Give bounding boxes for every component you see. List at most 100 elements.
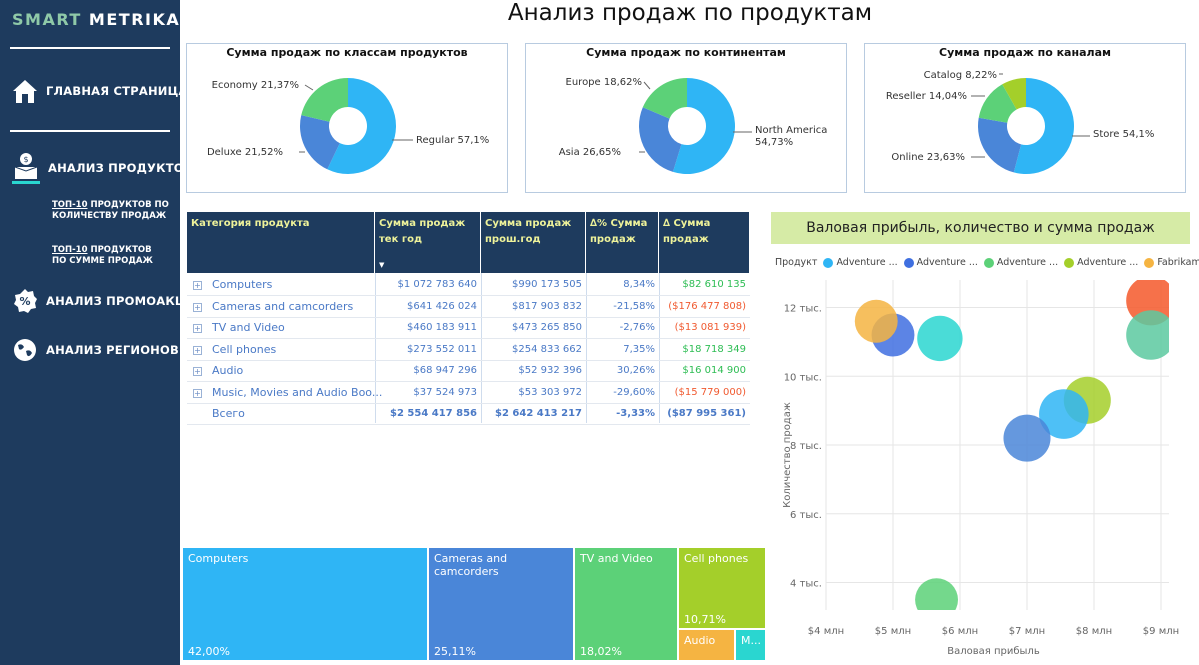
x-tick-label: $5 млн [875,626,911,637]
slice-label: Asia 26,65% [559,147,621,158]
nav-promo[interactable]: % АНАЛИЗ ПРОМОАКЦИЙ [12,288,205,314]
slice-label: Europe 18,62% [566,77,642,88]
slice-label: Deluxe 21,52% [207,147,283,158]
legend-item[interactable]: Adventure ... [983,257,1059,268]
column-divider [586,273,587,423]
table-cell: Всего [212,407,245,420]
table-cell: $68 947 296 [413,365,477,376]
table-total-row[interactable]: Всего $2 554 417 856 $2 642 413 217 -3,33% (… [187,404,750,425]
slice-label: 54,73% [755,137,793,148]
table-row[interactable]: + Cameras and camcorders $641 426 024 $817 … [187,297,750,318]
nav-top10-sum[interactable]: ТОП-10 ПРОДУКТОВ ПО СУММЕ ПРОДАЖ [52,245,153,266]
x-tick-label: $9 млн [1143,626,1179,637]
legend-label: Adventure ... [996,257,1059,268]
legend-dot [1064,257,1075,268]
donut-slice[interactable] [300,115,340,170]
donut-slice[interactable] [978,117,1022,173]
treemap-tile[interactable]: Cameras and camcorders 25,11% [429,548,573,660]
table-cell: $273 552 011 [407,343,477,355]
donut-slice[interactable] [1002,78,1026,110]
tile-label: Cameras and camcorders [434,552,508,578]
legend-item[interactable]: Adventure ... [1064,257,1138,268]
nav-regions[interactable]: АНАЛИЗ РЕГИОНОВ [12,337,179,363]
donut-slice[interactable] [642,78,687,119]
bubble[interactable] [1039,389,1089,439]
expand-icon[interactable]: + [193,345,202,355]
slice-label: North America [755,125,827,136]
treemap-tile[interactable]: TV and Video 18,02% [575,548,677,660]
table-row[interactable]: + Audio $68 947 296 $52 932 396 30,26% $16 01… [187,361,750,382]
table-header[interactable]: ∆ Сумма продаж [659,212,750,273]
donut-slice[interactable] [639,107,682,172]
legend-item[interactable]: Adventure ... [903,257,978,268]
table-row[interactable]: + Music, Movies and Audio Boo... $37 524 9… [187,383,750,404]
table-row[interactable]: + Computers $1 072 783 640 $990 173 505 8,34… [187,275,750,296]
table-header[interactable]: Категория продукта [187,212,375,273]
legend-dot [1144,257,1155,268]
table-header[interactable]: ∆% Сумма продаж [586,212,659,273]
x-tick-label: $4 млн [808,626,844,637]
expand-icon[interactable]: + [193,324,202,333]
table-cell: -2,76% [619,322,655,333]
nav-home[interactable]: ГЛАВНАЯ СТРАНИЦА [12,78,188,104]
table-cell: $53 303 972 [518,386,582,398]
table-header[interactable]: Сумма продаж прош.год [481,212,586,273]
table-cell: 30,26% [616,365,655,376]
sidebar: SMART METRIKA ГЛАВНАЯ СТРАНИЦА $ АНАЛИЗ … [0,0,205,665]
column-divider [659,273,660,423]
table-cell: Cell phones [212,342,277,356]
x-axis-label: Валовая прибыль [947,646,1040,657]
tile-label: Computers [188,552,249,565]
slice-label: Online 23,63% [891,152,965,163]
legend-title: Продукт [775,257,818,268]
legend-label: Fabrikam L... [1157,257,1199,268]
table-cell: ($15 779 000) [674,386,746,398]
bubble[interactable] [1126,310,1176,360]
expand-icon[interactable]: + [193,302,202,312]
legend-dot [983,257,994,268]
nav-top10-quantity[interactable]: ТОП-10 ПРОДУКТОВ ПО КОЛИЧЕСТВУ ПРОДАЖ [52,200,169,221]
legend-label: Adventure ... [916,257,978,268]
table-cell: $460 183 911 [407,322,477,333]
svg-text:%: % [19,295,30,308]
legend-dot [903,257,914,268]
y-tick-label: 8 тыс. [790,441,822,452]
table-row[interactable]: + TV and Video $460 183 911 $473 265 850 -2,… [187,318,750,339]
slice-label: Store 54,1% [1093,129,1154,140]
table-row[interactable]: + Cell phones $273 552 011 $254 833 662 7,35… [187,340,750,361]
tile-label: TV and Video [580,552,653,565]
legend-item[interactable]: Fabrikam L... [1144,257,1199,268]
table-cell: Music, Movies and Audio Boo... [212,385,383,399]
treemap-tile[interactable]: Computers 42,00% [183,548,427,660]
donut-slice[interactable] [978,84,1017,123]
donut-slice[interactable] [672,78,735,174]
slice-label: Catalog 8,22% [924,70,997,81]
treemap-tile[interactable]: Audio [679,630,734,660]
expand-icon[interactable]: + [193,281,202,290]
expand-icon[interactable]: + [193,388,202,398]
expand-icon[interactable]: + [193,367,202,376]
treemap-tile[interactable]: Cell phones 10,71% [679,548,765,628]
sort-desc-icon[interactable]: ▼ [379,261,385,269]
pie-card-channel: Сумма продаж по каналам Store 54,1% Onlin… [864,43,1186,193]
table-cell: -29,60% [613,386,655,398]
nav-products[interactable]: $ АНАЛИЗ ПРОДУКТОВ [12,152,193,184]
donut-slice[interactable] [327,78,396,175]
bubble[interactable] [1003,414,1051,462]
svg-text:$: $ [23,155,28,164]
table-cell: $18 718 349 [682,343,746,355]
legend-item[interactable]: Adventure ... [823,257,898,268]
donut-slice[interactable] [1013,78,1074,174]
bubble[interactable] [917,315,963,362]
bubble[interactable] [854,299,898,343]
treemap-tile[interactable]: M... [736,630,765,660]
table-header[interactable]: Сумма продаж тек год ▼ [375,212,481,273]
column-divider [481,273,482,423]
x-tick-label: $7 млн [1009,626,1045,637]
globe-pin-icon [14,339,36,361]
slice-label: Reseller 14,04% [886,91,967,102]
tile-label: Cell phones [684,552,749,565]
donut-slice[interactable] [301,78,348,122]
bubble[interactable] [915,578,958,621]
